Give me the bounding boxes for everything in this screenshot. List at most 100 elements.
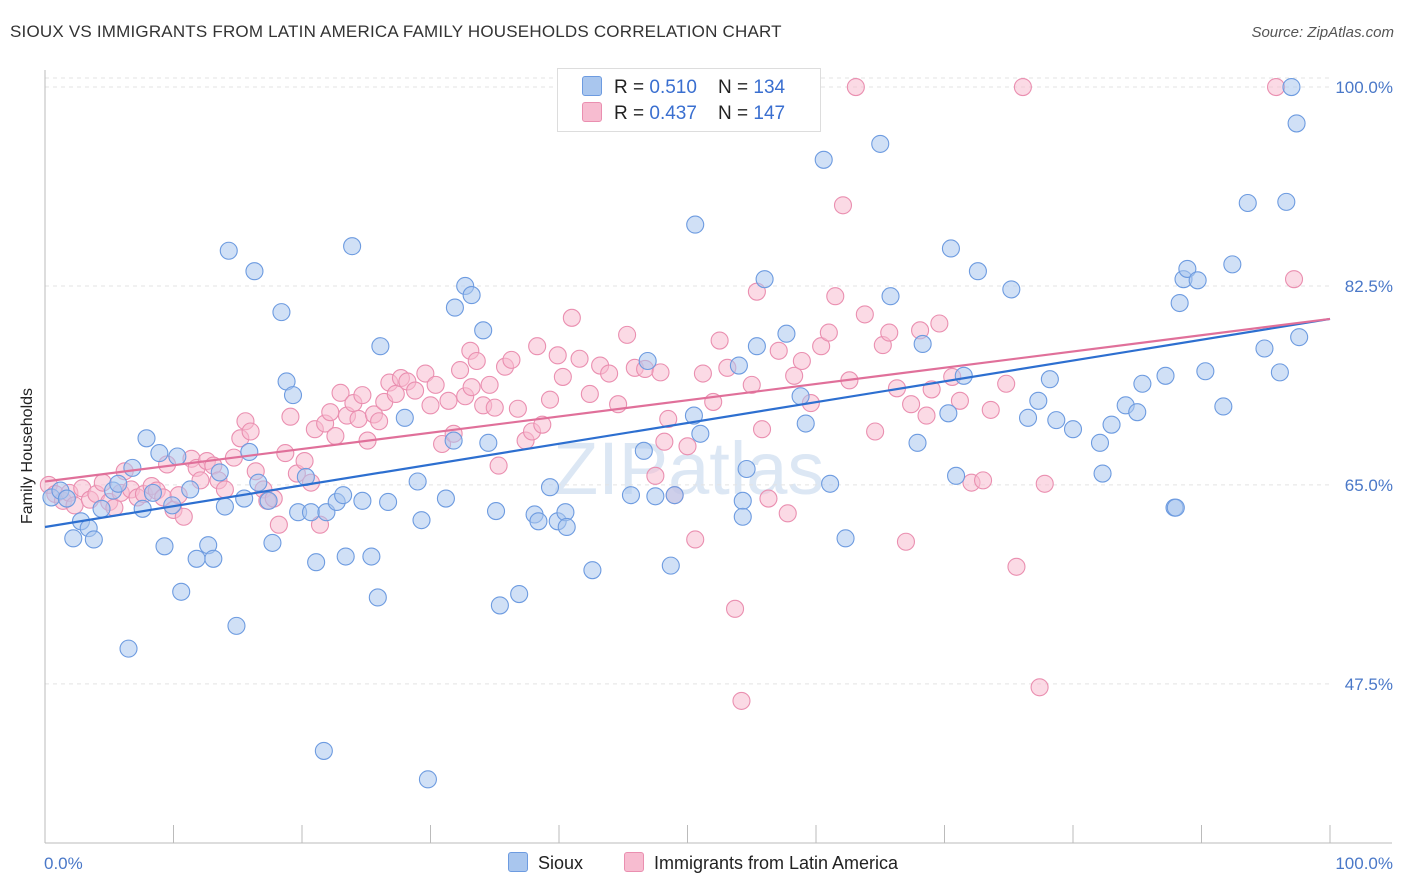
chart-title: SIOUX VS IMMIGRANTS FROM LATIN AMERICA F… bbox=[10, 22, 782, 41]
latam-point bbox=[426, 375, 445, 394]
latam-point bbox=[973, 471, 993, 490]
latam-point bbox=[792, 351, 811, 371]
latam-point bbox=[553, 367, 572, 386]
latam-point bbox=[997, 374, 1016, 393]
latam-point bbox=[981, 400, 1000, 419]
sioux-point bbox=[109, 474, 128, 493]
latam-point bbox=[646, 466, 665, 485]
sioux-point bbox=[1047, 411, 1066, 430]
sioux-point bbox=[691, 424, 710, 443]
y-tick-label: 82.5% bbox=[1345, 277, 1393, 296]
sioux-point bbox=[1188, 271, 1207, 290]
latam-point bbox=[480, 375, 499, 394]
sioux-point bbox=[1029, 391, 1048, 410]
latam-point bbox=[548, 346, 567, 365]
sioux-point bbox=[557, 517, 576, 537]
sioux-point bbox=[307, 553, 326, 572]
latam-point bbox=[896, 532, 916, 551]
sioux-point bbox=[947, 466, 966, 485]
sioux-point bbox=[1287, 114, 1306, 133]
source-credit: Source: ZipAtlas.com bbox=[1251, 24, 1394, 41]
latam-point bbox=[416, 364, 435, 383]
sioux-point bbox=[445, 298, 464, 317]
latam-point bbox=[693, 364, 712, 383]
latam-point bbox=[528, 337, 547, 356]
sioux-point bbox=[733, 491, 752, 510]
sioux-point bbox=[143, 483, 162, 502]
latam-point bbox=[489, 456, 508, 475]
sioux-point bbox=[1040, 370, 1059, 389]
latam-point bbox=[866, 422, 885, 441]
y-tick-label: 100.0% bbox=[1335, 78, 1393, 97]
sioux-point bbox=[1290, 328, 1309, 347]
sioux-point bbox=[821, 474, 840, 493]
sioux-point bbox=[1238, 193, 1257, 213]
latam-point bbox=[1266, 78, 1286, 97]
legend-row-sioux: R = 0.510 N = 134 bbox=[582, 76, 785, 99]
sioux-point bbox=[137, 429, 156, 448]
latam-point bbox=[241, 422, 260, 441]
legend-item-latam[interactable]: Immigrants from Latin America bbox=[623, 852, 898, 874]
latam-point bbox=[269, 515, 288, 534]
stats-legend: R = 0.510 N = 134 R = 0.437 N = 147 bbox=[557, 68, 821, 132]
sioux-point bbox=[123, 458, 142, 477]
latam-point bbox=[580, 384, 599, 404]
sioux-point bbox=[871, 134, 890, 153]
sioux-point bbox=[334, 486, 353, 505]
latam-point bbox=[421, 396, 440, 415]
sioux-point bbox=[529, 512, 548, 531]
legend-row-latam: R = 0.437 N = 147 bbox=[582, 102, 785, 125]
latam-point bbox=[215, 480, 234, 499]
sioux-point bbox=[1128, 403, 1147, 422]
latam-point bbox=[678, 437, 697, 456]
latam-point bbox=[655, 432, 674, 451]
sioux-point bbox=[272, 303, 291, 322]
sioux-point bbox=[395, 408, 414, 427]
sioux-point bbox=[235, 489, 254, 508]
sioux-point bbox=[733, 507, 752, 526]
sioux-point bbox=[686, 215, 705, 234]
latam-point bbox=[281, 407, 300, 426]
sioux-point bbox=[1277, 192, 1296, 211]
sioux-point bbox=[210, 463, 229, 482]
latam-point bbox=[174, 507, 193, 526]
latam-point bbox=[651, 363, 670, 382]
latam-point bbox=[562, 308, 581, 327]
x-tick-label: 0.0% bbox=[44, 854, 83, 873]
latam-point bbox=[659, 409, 678, 429]
sioux-point bbox=[755, 270, 774, 289]
legend-item-sioux[interactable]: Sioux bbox=[507, 852, 583, 874]
sioux-point bbox=[474, 321, 493, 340]
sioux-point bbox=[353, 491, 372, 510]
sioux-point bbox=[1093, 464, 1112, 483]
series-legend: Sioux Immigrants from Latin America bbox=[0, 852, 1406, 874]
latam-point bbox=[321, 403, 340, 422]
sioux-n-value: 134 bbox=[753, 77, 786, 98]
latam-point bbox=[349, 409, 368, 429]
sioux-point bbox=[301, 503, 321, 522]
latam-point bbox=[467, 351, 486, 371]
latam-point bbox=[826, 287, 845, 306]
latam-point bbox=[600, 364, 619, 383]
sioux-point bbox=[1223, 255, 1242, 274]
latam-point bbox=[485, 398, 504, 417]
sioux-point bbox=[1196, 362, 1215, 381]
latam-point bbox=[406, 381, 425, 400]
sioux-point bbox=[1063, 420, 1083, 439]
sioux-point bbox=[64, 529, 83, 548]
sioux-point bbox=[479, 433, 498, 452]
sioux-point bbox=[1156, 366, 1175, 385]
sioux-point bbox=[954, 366, 973, 385]
sioux-point bbox=[92, 499, 111, 518]
sioux-point bbox=[172, 582, 191, 601]
latam-point bbox=[295, 451, 314, 471]
latam-point bbox=[778, 504, 797, 523]
sioux-point bbox=[1090, 433, 1110, 452]
sioux-point bbox=[913, 334, 932, 354]
sioux-point bbox=[155, 537, 174, 556]
sioux-point bbox=[583, 561, 602, 580]
latam-point bbox=[917, 406, 936, 425]
sioux-point bbox=[418, 770, 437, 789]
latam-point bbox=[618, 325, 637, 344]
latam-point bbox=[725, 599, 745, 618]
